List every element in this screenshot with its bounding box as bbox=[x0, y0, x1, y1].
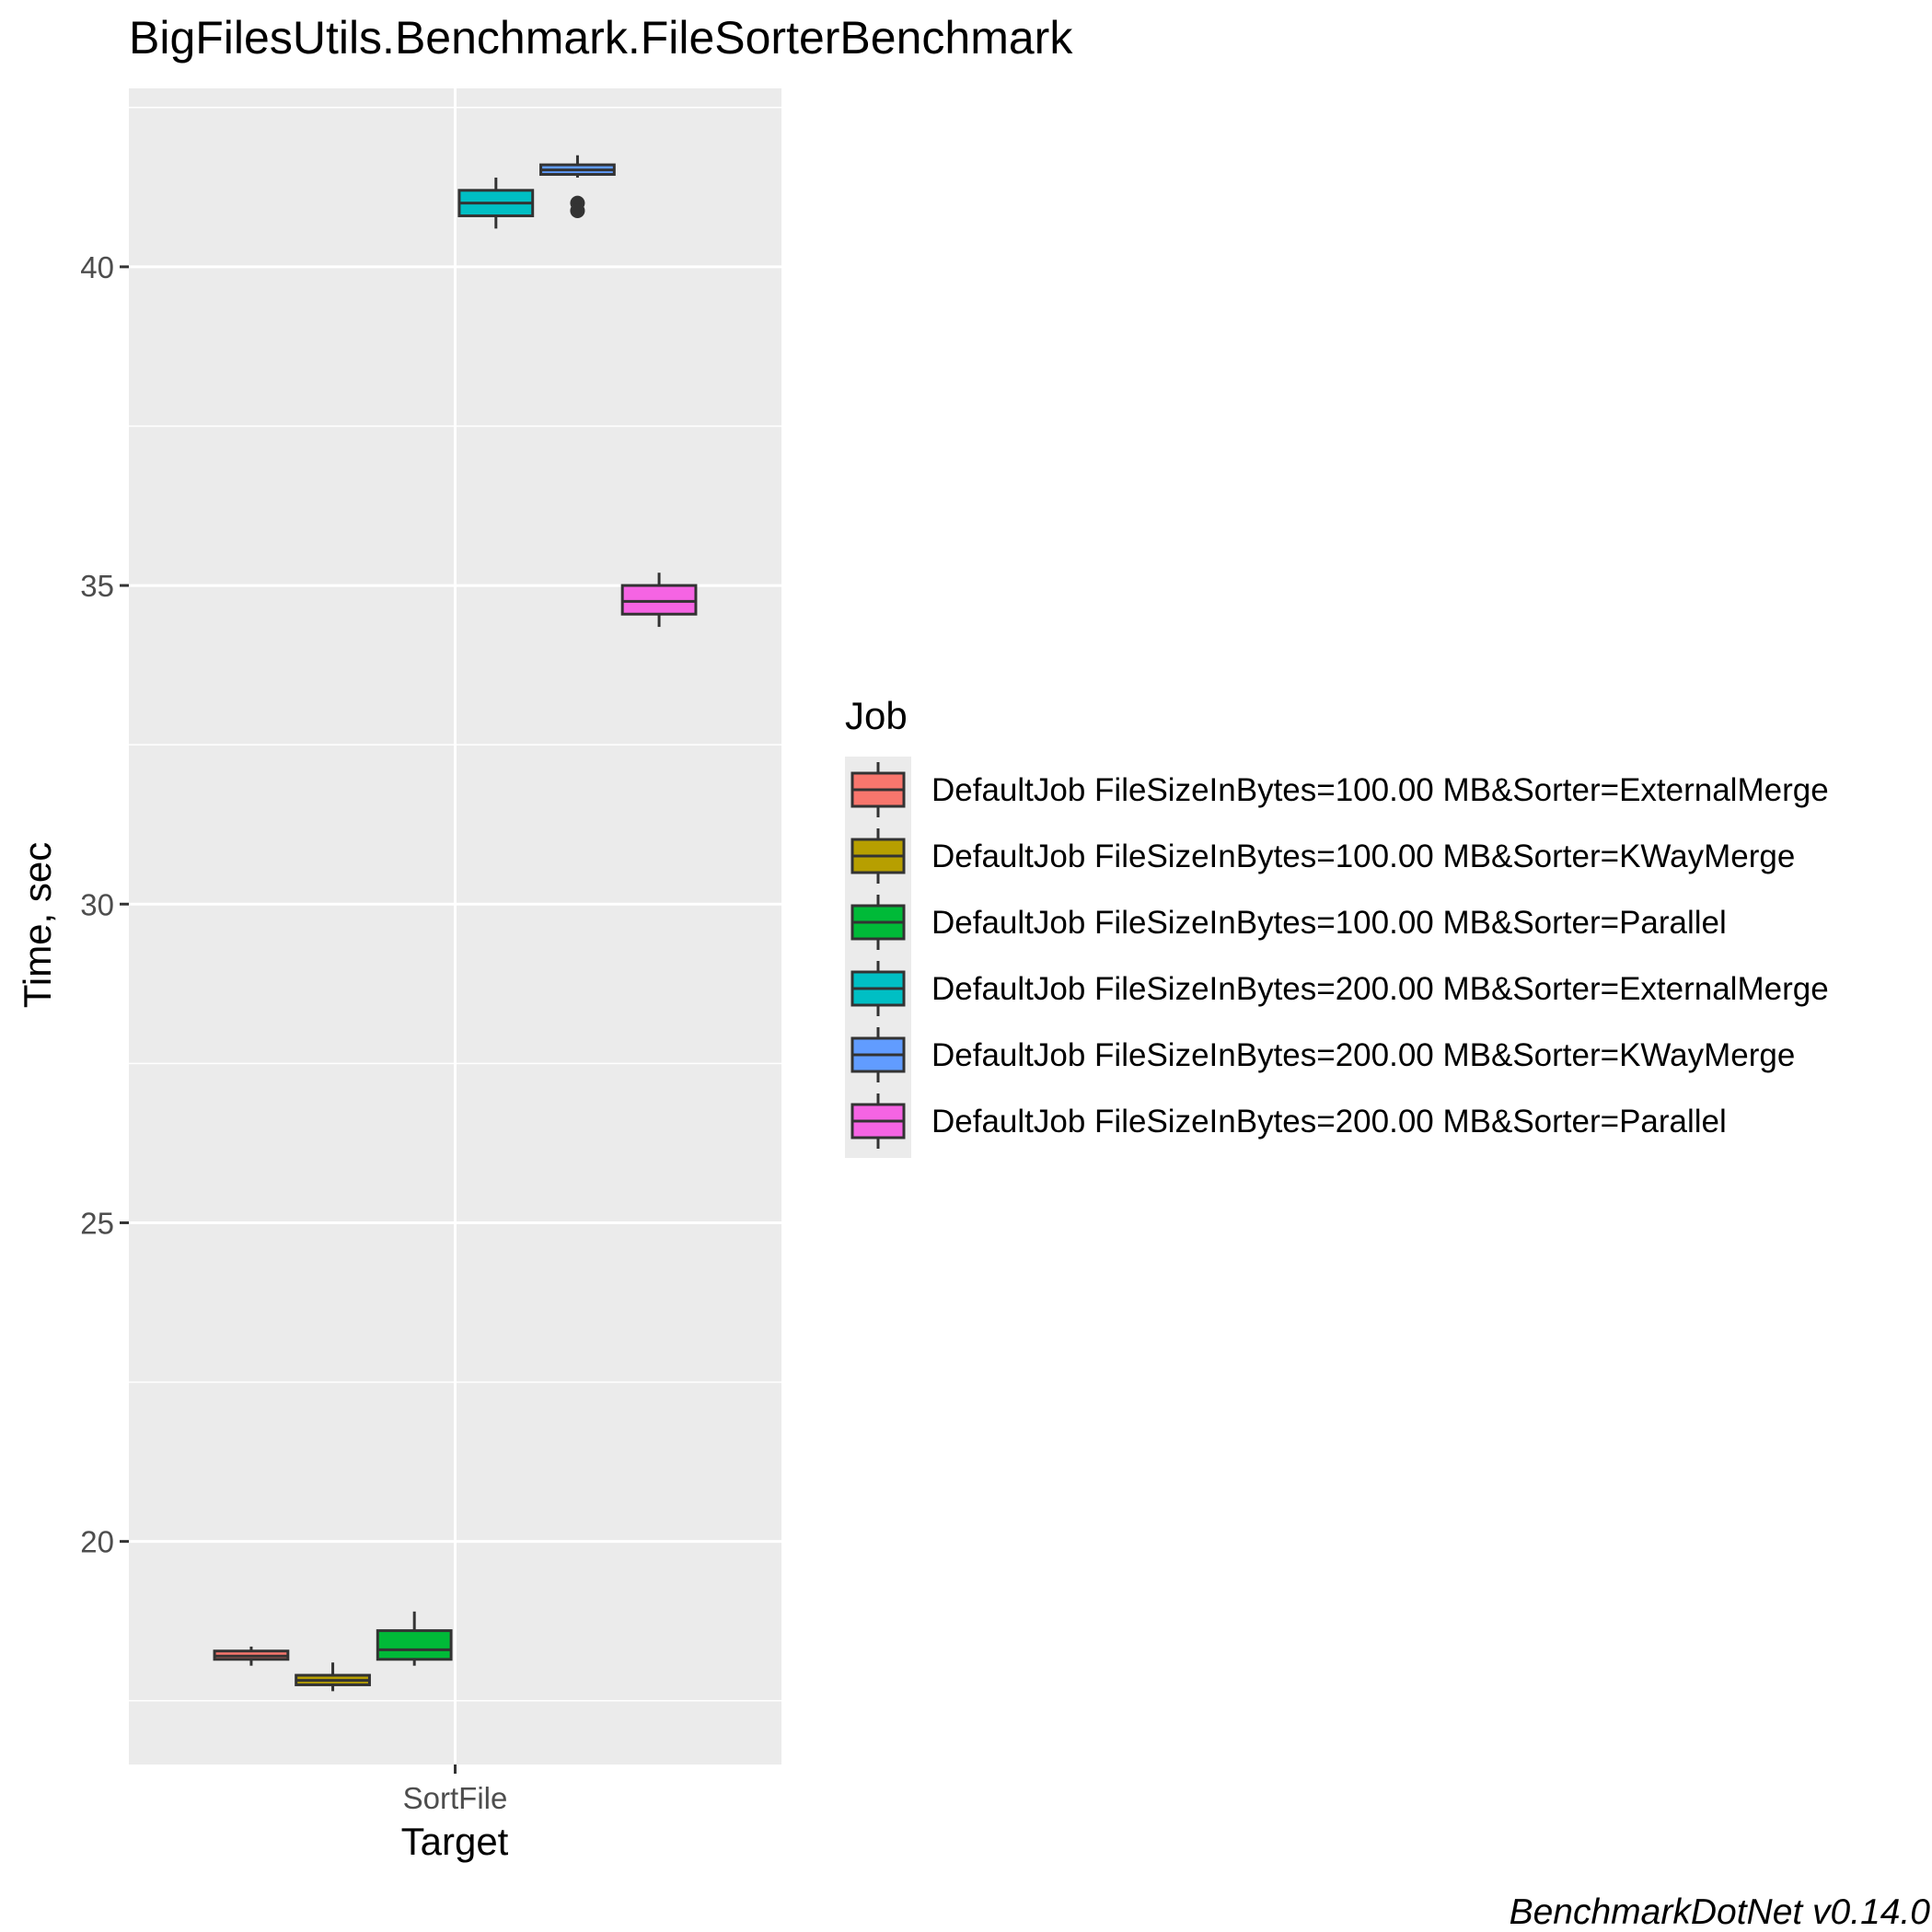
y-tick-label: 35 bbox=[80, 569, 114, 603]
y-tick-label: 40 bbox=[80, 250, 114, 284]
legend-label: DefaultJob FileSizeInBytes=200.00 MB&Sor… bbox=[931, 971, 1829, 1007]
box-series bbox=[213, 155, 698, 1692]
plot-panel bbox=[129, 88, 781, 1764]
legend-item: DefaultJob FileSizeInBytes=100.00 MB&Sor… bbox=[850, 762, 1829, 817]
x-axis-title: Target bbox=[401, 1820, 509, 1863]
box-1 bbox=[213, 1646, 290, 1666]
box-6 bbox=[620, 573, 698, 628]
legend-label: DefaultJob FileSizeInBytes=200.00 MB&Sor… bbox=[931, 1104, 1727, 1140]
box-iqr bbox=[376, 1629, 453, 1661]
legend-item: DefaultJob FileSizeInBytes=100.00 MB&Sor… bbox=[850, 828, 1795, 884]
y-axis: 20 25 30 35 40 bbox=[80, 250, 129, 1559]
legend-label: DefaultJob FileSizeInBytes=200.00 MB&Sor… bbox=[931, 1037, 1795, 1073]
y-tick-label: 20 bbox=[80, 1525, 114, 1559]
legend-label: DefaultJob FileSizeInBytes=100.00 MB&Sor… bbox=[931, 905, 1727, 941]
y-tick-label: 25 bbox=[80, 1206, 114, 1240]
box-3 bbox=[376, 1611, 453, 1666]
legend-label: DefaultJob FileSizeInBytes=100.00 MB&Sor… bbox=[931, 839, 1795, 874]
outlier-point bbox=[570, 202, 585, 218]
box-4 bbox=[457, 177, 535, 229]
box-2 bbox=[295, 1662, 371, 1692]
caption: BenchmarkDotNet v0.14.0 bbox=[1510, 1892, 1931, 1932]
x-axis: SortFile bbox=[403, 1764, 508, 1815]
legend-item: DefaultJob FileSizeInBytes=200.00 MB&Sor… bbox=[850, 961, 1829, 1016]
legend-item: DefaultJob FileSizeInBytes=100.00 MB&Sor… bbox=[850, 895, 1727, 950]
legend-label: DefaultJob FileSizeInBytes=100.00 MB&Sor… bbox=[931, 772, 1829, 808]
chart-title: BigFilesUtils.Benchmark.FileSorterBenchm… bbox=[129, 12, 1073, 64]
x-tick-label: SortFile bbox=[403, 1781, 508, 1815]
y-axis-title: Time, sec bbox=[16, 842, 59, 1008]
legend-title: Job bbox=[845, 694, 908, 737]
box-iqr bbox=[620, 584, 698, 616]
legend-item: DefaultJob FileSizeInBytes=200.00 MB&Sor… bbox=[850, 1027, 1795, 1082]
legend-key-background bbox=[845, 757, 911, 1158]
box-5 bbox=[539, 155, 616, 218]
legend-item: DefaultJob FileSizeInBytes=200.00 MB&Sor… bbox=[850, 1093, 1727, 1149]
y-tick-label: 30 bbox=[80, 887, 114, 921]
legend: DefaultJob FileSizeInBytes=100.00 MB&Sor… bbox=[845, 757, 1829, 1158]
